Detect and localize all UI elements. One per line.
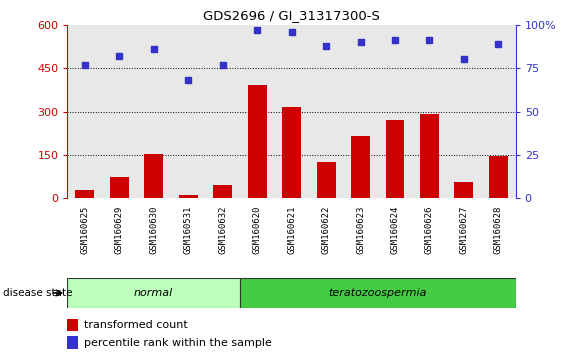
Text: percentile rank within the sample: percentile rank within the sample bbox=[84, 338, 271, 348]
Text: GSM160622: GSM160622 bbox=[322, 205, 331, 254]
Bar bbox=[67, 336, 78, 349]
Bar bbox=[282, 107, 301, 198]
Bar bbox=[67, 278, 240, 308]
Bar bbox=[213, 185, 232, 198]
Point bbox=[149, 46, 158, 52]
Bar bbox=[110, 177, 128, 198]
Text: GSM160628: GSM160628 bbox=[494, 205, 503, 254]
Bar bbox=[67, 319, 78, 331]
Text: GSM160630: GSM160630 bbox=[149, 205, 158, 254]
Bar bbox=[351, 136, 370, 198]
Bar bbox=[75, 190, 94, 198]
Point bbox=[459, 57, 469, 62]
Point bbox=[321, 43, 331, 48]
Bar bbox=[420, 114, 439, 198]
Bar bbox=[179, 195, 197, 198]
Text: GSM160627: GSM160627 bbox=[459, 205, 468, 254]
Point bbox=[390, 38, 400, 43]
Title: GDS2696 / GI_31317300-S: GDS2696 / GI_31317300-S bbox=[203, 9, 380, 22]
Text: GSM160620: GSM160620 bbox=[253, 205, 261, 254]
Bar bbox=[489, 156, 508, 198]
Text: disease state: disease state bbox=[3, 288, 73, 298]
Bar bbox=[240, 278, 516, 308]
Text: normal: normal bbox=[134, 288, 173, 298]
Bar bbox=[386, 120, 404, 198]
Bar bbox=[247, 85, 267, 198]
Point bbox=[80, 62, 89, 68]
Text: GSM160632: GSM160632 bbox=[218, 205, 227, 254]
Point bbox=[287, 29, 296, 35]
Text: teratozoospermia: teratozoospermia bbox=[329, 288, 427, 298]
Point bbox=[183, 78, 193, 83]
Text: GSM160621: GSM160621 bbox=[287, 205, 296, 254]
Text: GSM160626: GSM160626 bbox=[425, 205, 434, 254]
Text: transformed count: transformed count bbox=[84, 320, 188, 330]
Text: GSM160625: GSM160625 bbox=[80, 205, 89, 254]
Bar bbox=[144, 154, 163, 198]
Point bbox=[494, 41, 503, 47]
Bar bbox=[316, 162, 336, 198]
Bar bbox=[455, 182, 473, 198]
Point bbox=[253, 27, 262, 33]
Text: GSM160624: GSM160624 bbox=[390, 205, 400, 254]
Point bbox=[114, 53, 124, 59]
Text: GSM160531: GSM160531 bbox=[183, 205, 193, 254]
Text: GSM160629: GSM160629 bbox=[115, 205, 124, 254]
Point bbox=[218, 62, 227, 68]
Point bbox=[356, 39, 365, 45]
Point bbox=[425, 38, 434, 43]
Text: GSM160623: GSM160623 bbox=[356, 205, 365, 254]
